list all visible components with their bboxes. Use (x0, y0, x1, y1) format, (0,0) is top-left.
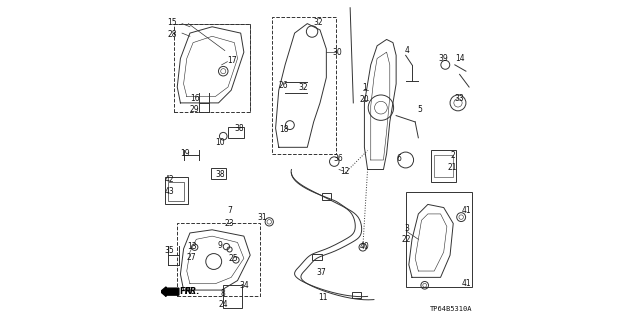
Text: 7: 7 (227, 206, 232, 215)
Text: 2: 2 (450, 151, 455, 160)
Text: 11: 11 (318, 293, 327, 302)
Text: 42: 42 (164, 174, 174, 184)
Text: 6: 6 (396, 154, 401, 163)
Text: 33: 33 (454, 94, 465, 103)
Text: 41: 41 (461, 206, 472, 215)
Text: 15: 15 (168, 18, 177, 27)
Text: 22: 22 (402, 235, 412, 244)
Bar (228, 127, 244, 138)
Text: 4: 4 (404, 46, 410, 55)
Text: FR.: FR. (185, 287, 201, 296)
Text: 21: 21 (448, 164, 458, 172)
Bar (177, 223, 260, 296)
FancyArrow shape (161, 287, 179, 296)
Bar (168, 182, 184, 201)
Bar (174, 24, 250, 112)
Bar (434, 155, 453, 178)
Text: 23: 23 (225, 219, 234, 228)
Text: 34: 34 (239, 281, 249, 290)
Text: 26: 26 (278, 81, 289, 90)
Bar (223, 285, 243, 308)
Text: 32: 32 (314, 18, 323, 27)
Bar (312, 253, 321, 260)
Text: 5: 5 (417, 105, 422, 114)
Text: 29: 29 (190, 105, 200, 114)
Text: 36: 36 (333, 154, 343, 163)
Bar (431, 150, 456, 182)
Text: 27: 27 (187, 253, 196, 262)
Bar (164, 178, 188, 204)
Text: 43: 43 (164, 187, 174, 196)
Text: 8: 8 (221, 289, 226, 298)
Text: 13: 13 (187, 242, 196, 251)
Text: 3: 3 (404, 224, 409, 233)
Text: 31: 31 (257, 212, 267, 222)
Text: FR.: FR. (179, 287, 195, 296)
Bar (406, 192, 472, 287)
Text: 30: 30 (332, 48, 342, 57)
Text: 35: 35 (164, 246, 174, 255)
Text: TP64B5310A: TP64B5310A (430, 306, 472, 312)
Text: 17: 17 (227, 56, 237, 65)
Text: 38: 38 (234, 124, 244, 133)
Bar (211, 168, 227, 179)
Text: 39: 39 (439, 54, 449, 63)
Text: 41: 41 (461, 279, 472, 288)
Text: 38: 38 (215, 170, 225, 179)
Text: 40: 40 (360, 242, 369, 251)
Text: 25: 25 (229, 254, 239, 263)
Text: 24: 24 (218, 300, 228, 309)
Text: 19: 19 (180, 149, 190, 158)
Text: 9: 9 (218, 241, 223, 250)
Text: 14: 14 (455, 54, 465, 63)
Text: 16: 16 (190, 94, 200, 103)
Text: 1: 1 (362, 83, 367, 92)
Text: 12: 12 (340, 167, 350, 176)
Text: 28: 28 (168, 30, 177, 39)
Bar (273, 17, 336, 154)
Text: 37: 37 (317, 268, 326, 277)
Text: 20: 20 (360, 95, 369, 104)
Text: 10: 10 (215, 138, 225, 147)
Text: 32: 32 (299, 83, 308, 92)
Bar (321, 193, 331, 200)
Bar (352, 292, 361, 298)
Text: 18: 18 (279, 125, 288, 134)
